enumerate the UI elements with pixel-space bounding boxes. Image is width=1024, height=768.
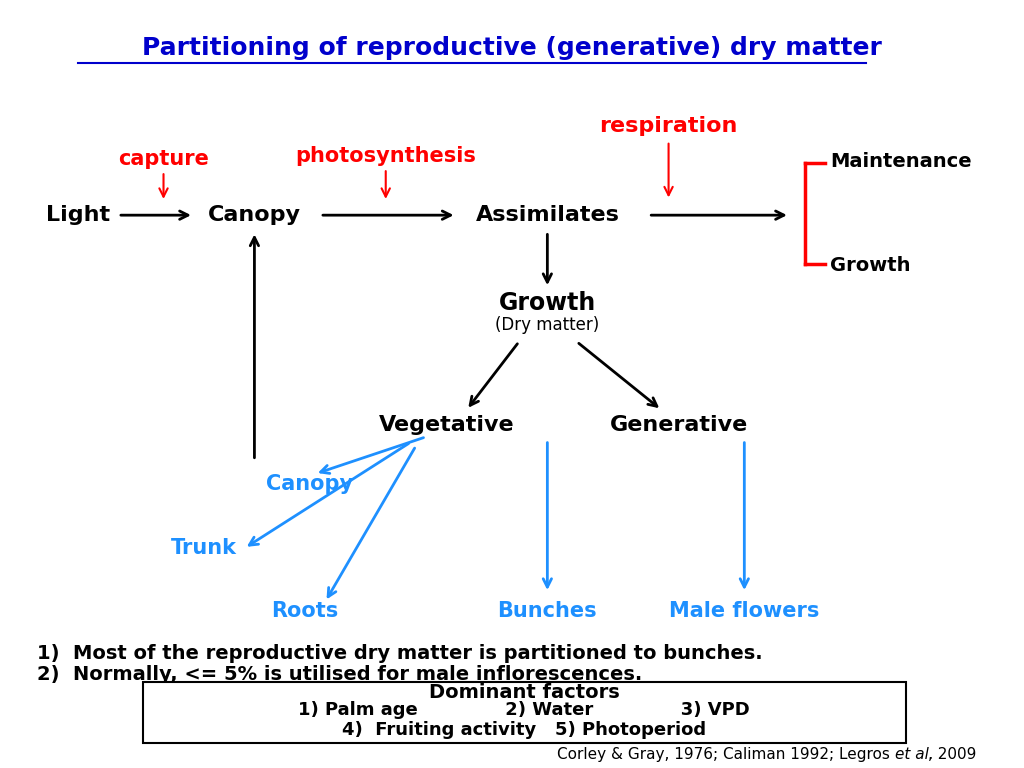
Text: Vegetative: Vegetative: [379, 415, 514, 435]
Text: 2)  Normally, <= 5% is utilised for male inflorescences.: 2) Normally, <= 5% is utilised for male …: [37, 664, 642, 684]
Text: Trunk: Trunk: [171, 538, 237, 558]
Text: Light: Light: [46, 205, 110, 225]
Text: Canopy: Canopy: [208, 205, 301, 225]
Text: Assimilates: Assimilates: [475, 205, 620, 225]
Text: Roots: Roots: [271, 601, 339, 621]
FancyBboxPatch shape: [143, 682, 906, 743]
Text: Male flowers: Male flowers: [669, 601, 819, 621]
Text: Dominant factors: Dominant factors: [429, 683, 620, 702]
Text: Maintenance: Maintenance: [830, 152, 972, 171]
Text: (Dry matter): (Dry matter): [496, 316, 599, 334]
Text: 1)  Most of the reproductive dry matter is partitioned to bunches.: 1) Most of the reproductive dry matter i…: [37, 644, 763, 664]
Text: , 2009: , 2009: [928, 746, 977, 762]
Text: 4)  Fruiting activity   5) Photoperiod: 4) Fruiting activity 5) Photoperiod: [342, 721, 707, 739]
Text: Growth: Growth: [830, 257, 910, 275]
Text: Corley & Gray, 1976; Caliman 1992; Legros: Corley & Gray, 1976; Caliman 1992; Legro…: [557, 746, 895, 762]
Text: photosynthesis: photosynthesis: [295, 146, 476, 166]
Text: Canopy: Canopy: [266, 475, 353, 495]
Text: 1) Palm age              2) Water              3) VPD: 1) Palm age 2) Water 3) VPD: [298, 701, 750, 720]
Text: Growth: Growth: [499, 291, 596, 315]
Text: et al.: et al.: [895, 746, 934, 762]
Text: respiration: respiration: [599, 116, 737, 136]
Text: Generative: Generative: [609, 415, 748, 435]
Text: capture: capture: [118, 150, 209, 170]
Text: Partitioning of reproductive (generative) dry matter: Partitioning of reproductive (generative…: [142, 36, 882, 60]
Text: Bunches: Bunches: [498, 601, 597, 621]
